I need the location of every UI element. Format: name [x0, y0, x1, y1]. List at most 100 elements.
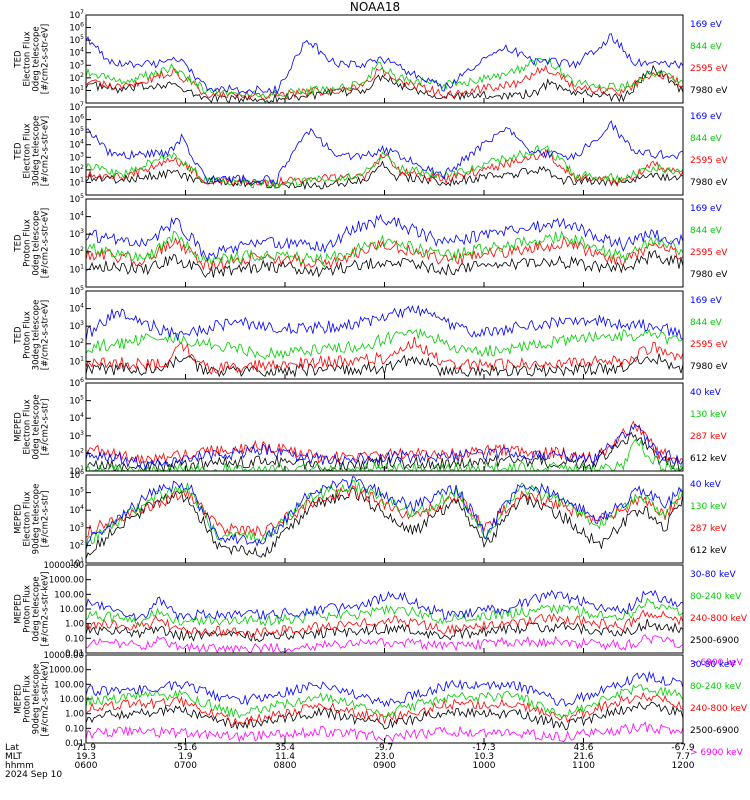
- series-line-6-2: [85, 485, 684, 538]
- panel-frame-6: [85, 474, 684, 564]
- y-tick-label: 106: [69, 377, 84, 389]
- legend-item: 2595 eV: [690, 64, 728, 74]
- legend-item: 287 keV: [690, 524, 727, 534]
- y-axis-label: 0deg telescope: [32, 210, 42, 275]
- y-tick-label: 106: [69, 114, 84, 126]
- y-tick-label: 106: [69, 469, 84, 481]
- y-tick-label: 10.00: [60, 605, 84, 615]
- y-tick-label: 104: [69, 303, 84, 315]
- x-tick-hhmm: 0800: [274, 761, 297, 771]
- x-tick-hhmm: 0700: [174, 761, 197, 771]
- y-axis-label: Electron Flux: [23, 399, 33, 454]
- y-tick-label: 105: [69, 34, 84, 46]
- y-axis-label: MEPED: [14, 594, 24, 624]
- series-line-7-2: [85, 618, 684, 643]
- legend-item: 2500-6900: [690, 726, 739, 736]
- y-axis-label: [#/cm2-s-str]: [41, 491, 51, 548]
- x-tick-mlt: 21.6: [573, 752, 593, 762]
- x-tick-lat: 71.9: [76, 743, 96, 753]
- y-tick-label: 103: [69, 320, 84, 332]
- series-line-4-4: [85, 304, 684, 342]
- series-line-8-3: [85, 691, 684, 727]
- legend-item: 80-240 keV: [690, 592, 742, 602]
- y-axis-label: 0deg telescope: [32, 576, 42, 641]
- legend-item: 7980 eV: [690, 86, 728, 96]
- series-line-8-2: [85, 701, 684, 731]
- series-line-2-2: [85, 148, 684, 188]
- y-axis-label: Proton Flux: [23, 219, 33, 267]
- panel-frame-1: [85, 14, 684, 104]
- y-tick-label: 107: [69, 101, 84, 113]
- x-row-label: Lat: [5, 743, 20, 753]
- legend-item: 287 keV: [690, 432, 727, 442]
- y-tick-label: 0.01: [65, 739, 84, 749]
- x-row-label: MLT: [5, 752, 23, 762]
- y-axis-label: Electron Flux: [23, 31, 33, 86]
- x-tick-lat: -51.6: [174, 743, 198, 753]
- legend-item: 240-800 keV: [690, 704, 748, 714]
- y-tick-label: 1.00: [65, 620, 84, 630]
- y-tick-label: 104: [69, 412, 84, 424]
- legend-item: 30-80 keV: [690, 570, 736, 580]
- y-axis-label: 30deg telescope: [32, 300, 42, 371]
- series-line-6-1: [85, 487, 684, 559]
- series-line-7-3: [85, 609, 684, 638]
- y-tick-label: 101: [69, 84, 84, 96]
- legend-item: 844 eV: [690, 134, 723, 144]
- legend-item: 169 eV: [690, 296, 723, 306]
- y-tick-label: 102: [69, 246, 84, 258]
- series-line-6-4: [85, 475, 684, 550]
- y-axis-label: Proton Flux: [23, 585, 33, 633]
- x-tick-mlt: 10.3: [474, 752, 494, 762]
- panel-frame-8: [85, 654, 684, 744]
- legend-item: 612 keV: [690, 546, 727, 556]
- x-tick-hhmm: 0900: [373, 761, 396, 771]
- series-line-2-4: [85, 120, 684, 185]
- y-tick-label: 1.00: [65, 710, 84, 720]
- legend-item: 80-240 keV: [690, 682, 742, 692]
- y-axis-label: MEPED: [14, 504, 24, 534]
- x-tick-lat: -67.9: [671, 743, 695, 753]
- x-tick-mlt: 7.7: [676, 752, 690, 762]
- legend-item: 844 eV: [690, 318, 723, 328]
- y-tick-label: 105: [69, 285, 84, 297]
- y-tick-label: 10000.00: [43, 561, 84, 571]
- legend-item: 7980 eV: [690, 178, 728, 188]
- y-axis-label: TED: [14, 142, 24, 161]
- y-axis-label: [#/cm2-s-str-keV]: [41, 662, 51, 737]
- y-axis-label: [#/cm2-s-str-eV]: [41, 24, 51, 94]
- series-line-7-5: [85, 589, 684, 622]
- y-axis-label: TED: [14, 50, 24, 69]
- y-tick-label: 102: [69, 539, 84, 551]
- y-tick-label: 105: [69, 126, 84, 138]
- legend-item: 169 eV: [690, 204, 723, 214]
- y-axis-label: Proton Flux: [23, 311, 33, 359]
- x-tick-mlt: 23.0: [374, 752, 394, 762]
- x-tick-lat: -9.7: [376, 743, 394, 753]
- series-line-3-4: [85, 213, 684, 262]
- y-axis-label: Proton Flux: [23, 675, 33, 723]
- y-tick-label: 0.10: [65, 724, 84, 734]
- y-axis-label: TED: [14, 326, 24, 345]
- legend-item: 169 eV: [690, 20, 723, 30]
- legend-item: 2595 eV: [690, 340, 728, 350]
- y-tick-label: 10.00: [60, 695, 84, 705]
- x-tick-lat: 35.4: [275, 743, 295, 753]
- y-tick-label: 102: [69, 338, 84, 350]
- y-axis-label: 90deg telescope: [32, 484, 42, 555]
- y-axis-label: 0deg telescope: [32, 26, 42, 91]
- series-line-1-1: [85, 64, 684, 104]
- x-tick-hhmm: 0600: [75, 761, 98, 771]
- legend-item: > 6900 keV: [690, 658, 744, 668]
- y-tick-label: 101: [69, 465, 84, 477]
- y-axis-label: 30deg telescope: [32, 116, 42, 187]
- series-line-4-2: [85, 336, 684, 375]
- y-tick-label: 103: [69, 228, 84, 240]
- x-tick-mlt: 1.9: [178, 752, 193, 762]
- y-tick-label: 10000.00: [43, 651, 84, 661]
- y-tick-label: 101: [69, 263, 84, 275]
- y-axis-label: MEPED: [14, 684, 24, 714]
- legend-item: 844 eV: [690, 42, 723, 52]
- legend-item: 7980 eV: [690, 362, 728, 372]
